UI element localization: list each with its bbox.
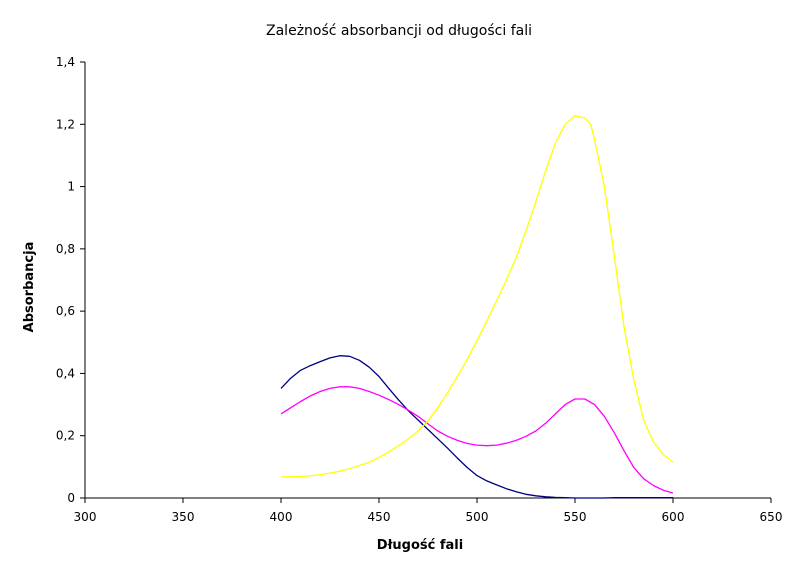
y-axis-title: Absorbancja <box>22 242 37 333</box>
series-line-2 <box>280 386 674 494</box>
series-line-1 <box>280 355 673 499</box>
y-tick-label: 1,2 <box>56 117 75 131</box>
x-tick-label: 350 <box>172 510 195 524</box>
chart-title: Zależność absorbancji od długości fali <box>266 23 532 39</box>
x-tick-label: 400 <box>270 510 293 524</box>
x-tick-label: 550 <box>564 510 587 524</box>
x-tick-label: 300 <box>74 510 97 524</box>
series-layer <box>280 114 674 499</box>
y-tick-label: 0 <box>67 491 75 505</box>
y-tick-label: 0,2 <box>56 429 75 443</box>
y-tick-label: 0,8 <box>56 242 75 256</box>
ticks: 300 350 400 450 500 550 600 650 0 0,2 0,4 0,6 0,8 1 1,… <box>56 55 783 524</box>
y-tick-label: 1 <box>67 180 75 194</box>
x-tick-label: 600 <box>662 510 685 524</box>
x-tick-label: 450 <box>368 510 391 524</box>
x-axis-title: Długość fali <box>377 538 463 553</box>
axes <box>84 62 771 499</box>
y-tick-label: 1,4 <box>56 55 75 69</box>
x-tick-label: 500 <box>466 510 489 524</box>
y-tick-label: 0,6 <box>56 304 75 318</box>
x-tick-label: 650 <box>760 510 783 524</box>
y-tick-label: 0,4 <box>56 366 75 380</box>
series-line-3 <box>281 114 674 478</box>
